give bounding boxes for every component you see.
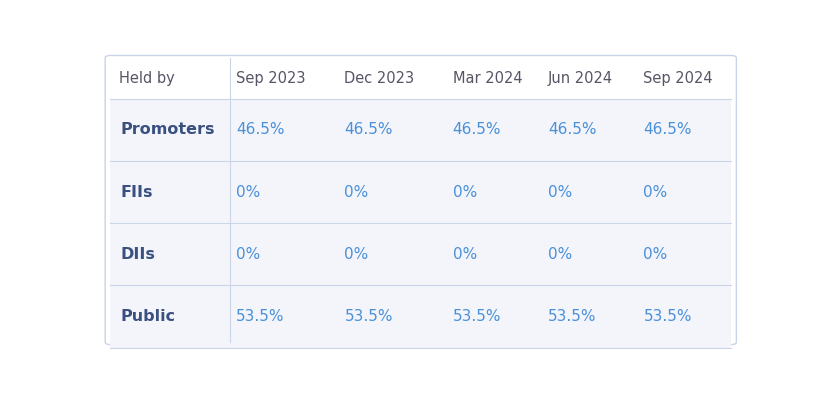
Text: 0%: 0%	[548, 247, 572, 262]
Text: 53.5%: 53.5%	[236, 309, 285, 324]
Text: 46.5%: 46.5%	[644, 123, 692, 138]
Bar	[110, 99, 732, 161]
Text: 53.5%: 53.5%	[452, 309, 501, 324]
Text: DIIs: DIIs	[121, 247, 155, 262]
Bar	[110, 285, 732, 348]
Text: 0%: 0%	[644, 247, 667, 262]
Text: 0%: 0%	[644, 185, 667, 200]
Bar	[110, 223, 732, 285]
Bar	[110, 58, 732, 99]
Text: 0%: 0%	[345, 185, 369, 200]
Text: FIIs: FIIs	[121, 185, 153, 200]
Text: 0%: 0%	[452, 247, 477, 262]
Text: 46.5%: 46.5%	[548, 123, 597, 138]
Bar	[110, 161, 732, 223]
Text: Public: Public	[121, 309, 176, 324]
Text: 46.5%: 46.5%	[236, 123, 285, 138]
Text: 46.5%: 46.5%	[345, 123, 393, 138]
Text: Jun 2024: Jun 2024	[548, 71, 613, 86]
Text: 0%: 0%	[345, 247, 369, 262]
Text: 53.5%: 53.5%	[345, 309, 393, 324]
Text: Sep 2023: Sep 2023	[236, 71, 305, 86]
Text: 0%: 0%	[548, 185, 572, 200]
FancyBboxPatch shape	[105, 56, 736, 345]
Text: 53.5%: 53.5%	[548, 309, 597, 324]
Text: Mar 2024: Mar 2024	[452, 71, 522, 86]
Text: 0%: 0%	[236, 185, 260, 200]
Text: 0%: 0%	[236, 247, 260, 262]
Text: 46.5%: 46.5%	[452, 123, 501, 138]
Text: Sep 2024: Sep 2024	[644, 71, 713, 86]
Text: Held by: Held by	[118, 71, 174, 86]
Text: Dec 2023: Dec 2023	[345, 71, 415, 86]
Text: Promoters: Promoters	[121, 123, 215, 138]
Text: 53.5%: 53.5%	[644, 309, 692, 324]
Text: 0%: 0%	[452, 185, 477, 200]
